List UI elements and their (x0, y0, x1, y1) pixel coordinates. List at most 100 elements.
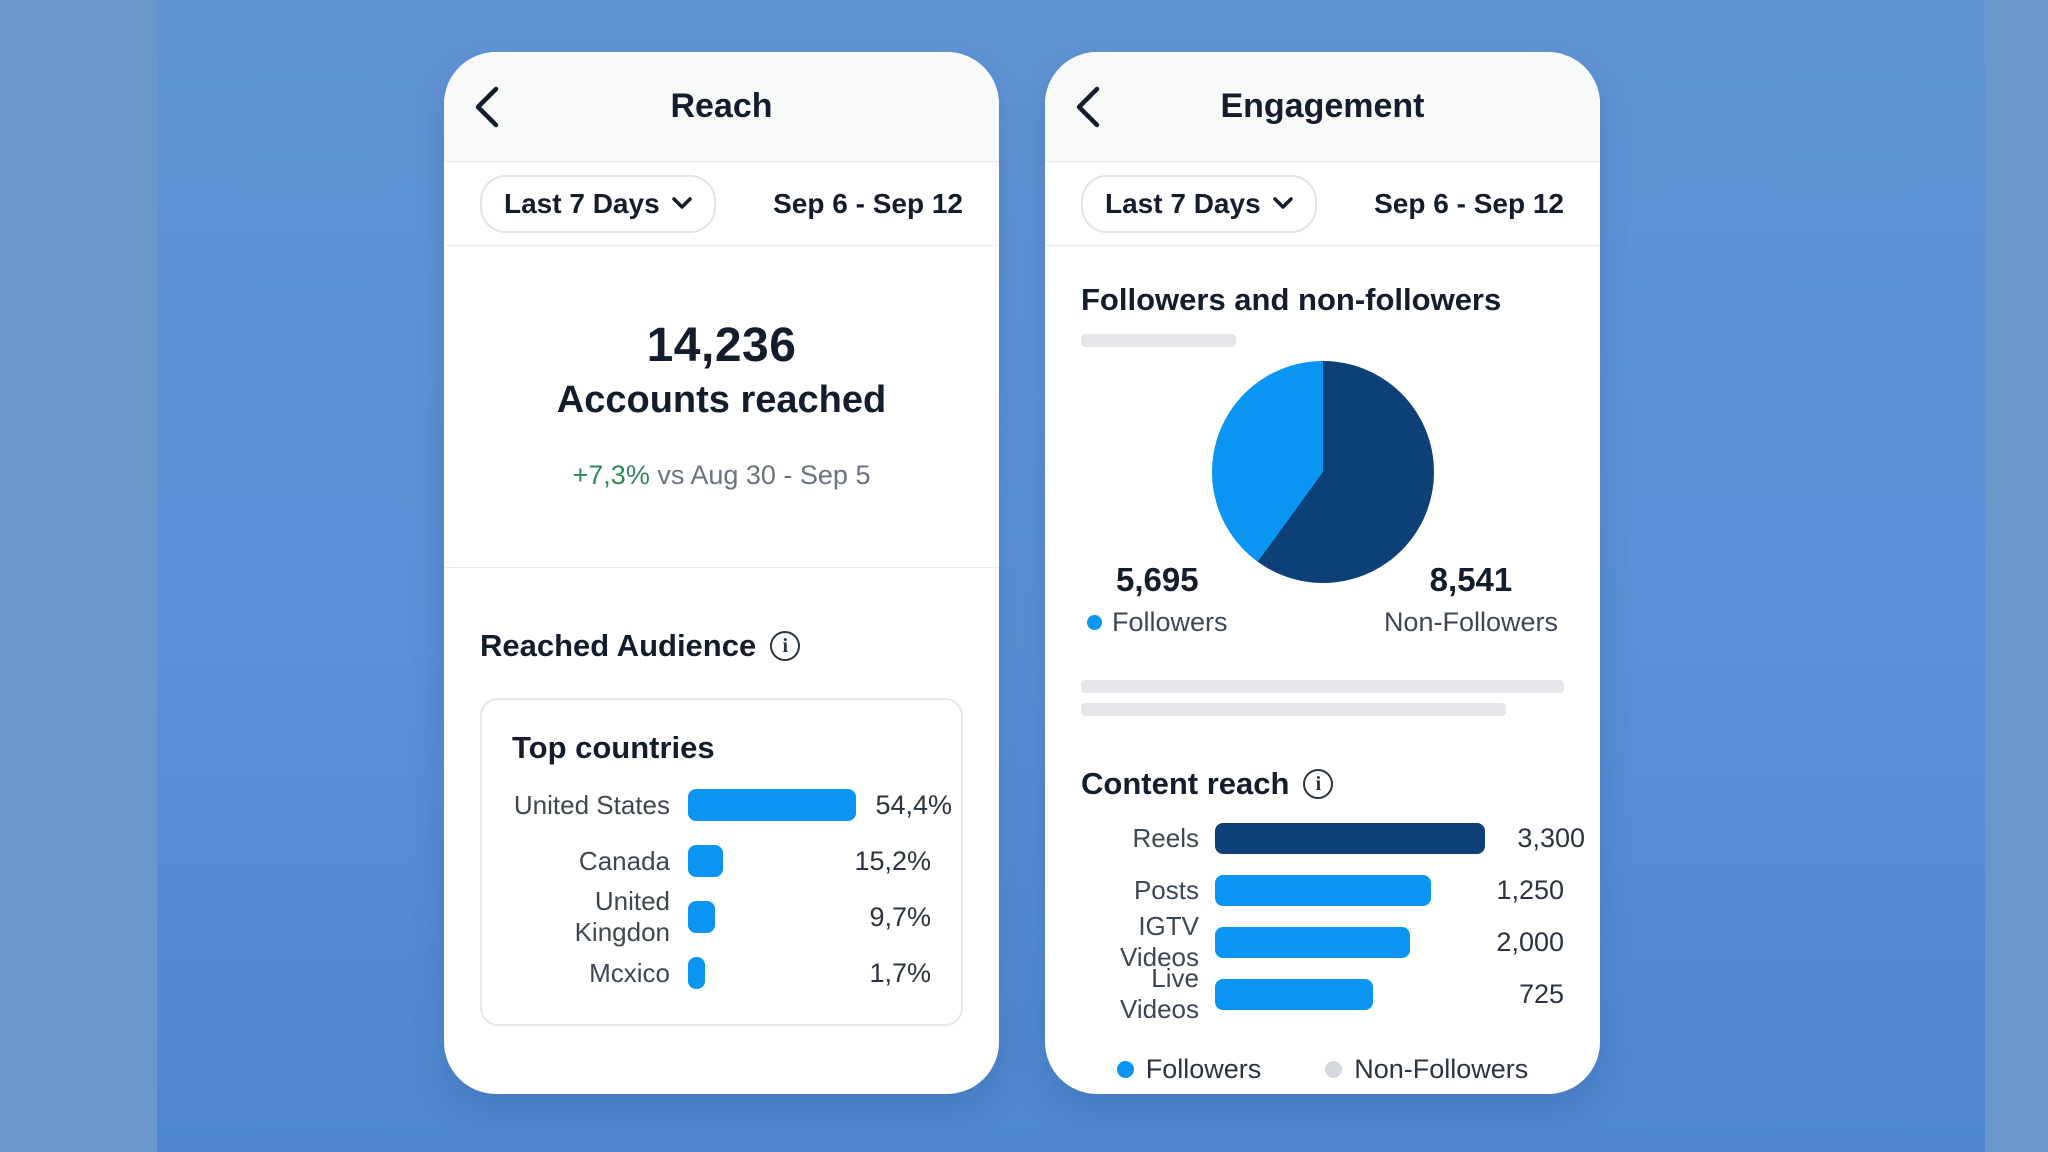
date-range-label: Sep 6 - Sep 12 (1374, 187, 1564, 219)
content-reach-bar (1215, 978, 1373, 1010)
table-row: Mcxico 1,7% (512, 956, 931, 990)
content-type-label: Live Videos (1119, 963, 1199, 1024)
accounts-reached-delta: +7,3% vs Aug 30 - Sep 5 (444, 460, 999, 491)
non-followers-label: Non-Followers (1383, 607, 1558, 637)
delta-percent: +7,3% (572, 460, 650, 490)
chevron-down-icon (1272, 197, 1293, 209)
info-icon[interactable]: i (770, 631, 801, 661)
country-label: United Kingdon (574, 886, 670, 947)
pie-stats-row: 5,695 Followers 8,541 Non-Followers (1081, 561, 1564, 638)
accounts-reached-label: Accounts reached (556, 379, 887, 421)
content-type-label: Posts (1133, 874, 1199, 905)
country-value: 15,2% (854, 845, 931, 876)
engagement-filter-row: Last 7 Days Sep 6 - Sep 12 (1045, 162, 1600, 246)
bar-track (1215, 926, 1464, 958)
table-row: Reels 3,300 (1081, 822, 1585, 854)
table-row: United Kingdon 9,7% (512, 886, 931, 947)
content-reach-legend: Followers Non-Followers (1081, 1054, 1564, 1085)
bar-track (688, 901, 835, 933)
table-row: Canada 15,2% (512, 844, 931, 878)
content-reach-heading: Content reach i (1081, 766, 1564, 802)
country-bar (688, 845, 723, 877)
date-filter-label: Last 7 Days (1105, 187, 1261, 219)
legend-label: Followers (1145, 1054, 1262, 1084)
date-filter-dropdown[interactable]: Last 7 Days (480, 174, 716, 233)
engagement-header: Engagement (1045, 52, 1600, 162)
accounts-reached-value: 14,236 (646, 319, 797, 372)
bar-track (1215, 822, 1485, 854)
content-reach-title: Content reach (1081, 766, 1290, 801)
date-range-label: Sep 6 - Sep 12 (773, 187, 963, 219)
non-followers-value: 8,541 (1429, 561, 1513, 598)
chevron-left-icon (1076, 86, 1100, 127)
pie-chart-wrap (1081, 361, 1564, 583)
engagement-screen: Engagement Last 7 Days Sep 6 - Sep 12 Fo… (1045, 52, 1600, 1094)
non-followers-label-row: Non-Followers (1384, 607, 1558, 638)
engagement-content: Followers and non-followers 5,695 Follow… (1045, 282, 1600, 1085)
followers-heading: Followers and non-followers (1081, 282, 1564, 318)
bar-track (1215, 978, 1464, 1010)
reach-header: Reach (444, 52, 999, 162)
bar-track (688, 957, 835, 989)
content-reach-value: 725 (1518, 978, 1564, 1009)
country-label: Mcxico (589, 957, 670, 988)
bar-track (1215, 874, 1464, 906)
content-type-label: IGTV Videos (1119, 911, 1199, 972)
reached-audience-title: Reached Audience (480, 628, 757, 663)
followers-pie-chart (1211, 361, 1434, 583)
country-label: Canada (578, 845, 670, 876)
country-bar (688, 957, 705, 989)
delta-comparison: vs Aug 30 - Sep 5 (649, 460, 871, 490)
content-reach-bar (1215, 926, 1410, 958)
content-reach-bar (1215, 822, 1485, 854)
table-row: United States 54,4% (512, 788, 952, 822)
followers-value: 5,695 (1115, 561, 1199, 598)
followers-stat: 5,695 Followers (1087, 561, 1228, 638)
reached-audience-heading: Reached Audience i (444, 628, 999, 664)
legend-item-non-followers: Non-Followers (1325, 1054, 1528, 1085)
bar-track (688, 845, 835, 877)
skeleton-bar (1081, 680, 1564, 693)
country-label: United States (513, 789, 670, 820)
followers-label-row: Followers (1087, 607, 1228, 638)
back-button[interactable] (1075, 52, 1135, 161)
followers-section-title: Followers and non-followers (1081, 282, 1502, 317)
content-reach-value: 3,300 (1517, 822, 1585, 853)
followers-label: Followers (1112, 607, 1228, 637)
non-followers-stat: 8,541 Non-Followers (1384, 561, 1558, 638)
country-value: 1,7% (869, 957, 931, 988)
info-icon[interactable]: i (1303, 769, 1334, 799)
legend-item-followers: Followers (1116, 1054, 1262, 1085)
chevron-down-icon (671, 197, 692, 209)
followers-dot-icon (1116, 1061, 1134, 1078)
skeleton-lines (1081, 680, 1564, 716)
country-bar (688, 901, 715, 933)
country-bar (688, 789, 856, 821)
country-value: 54,4% (875, 789, 952, 820)
skeleton-bar (1081, 703, 1507, 716)
legend-label: Non-Followers (1354, 1054, 1529, 1084)
content-reach-bar (1215, 874, 1431, 906)
non-followers-dot-icon (1325, 1061, 1343, 1078)
content-reach-value: 1,250 (1496, 874, 1564, 905)
top-countries-title: Top countries (512, 730, 715, 765)
bar-track (688, 789, 856, 821)
top-countries-card: Top countries United States 54,4% Canada… (480, 698, 963, 1026)
accounts-reached-summary: 14,236 Accounts reached +7,3% vs Aug 30 … (444, 246, 999, 568)
page-title: Reach (670, 87, 773, 125)
followers-dot-icon (1087, 615, 1102, 630)
table-row: IGTV Videos 2,000 (1081, 911, 1564, 972)
chevron-left-icon (475, 86, 499, 127)
date-filter-label: Last 7 Days (504, 187, 660, 219)
skeleton-bar (1081, 334, 1236, 347)
table-row: Live Videos 725 (1081, 963, 1564, 1024)
reach-screen: Reach Last 7 Days Sep 6 - Sep 12 14,236 … (444, 52, 999, 1094)
country-value: 9,7% (869, 901, 931, 932)
back-button[interactable] (474, 52, 534, 161)
page-title: Engagement (1220, 87, 1425, 125)
date-filter-dropdown[interactable]: Last 7 Days (1081, 174, 1317, 233)
content-type-label: Reels (1132, 822, 1199, 853)
content-reach-value: 2,000 (1496, 926, 1564, 957)
reach-filter-row: Last 7 Days Sep 6 - Sep 12 (444, 162, 999, 246)
table-row: Posts 1,250 (1081, 874, 1564, 906)
